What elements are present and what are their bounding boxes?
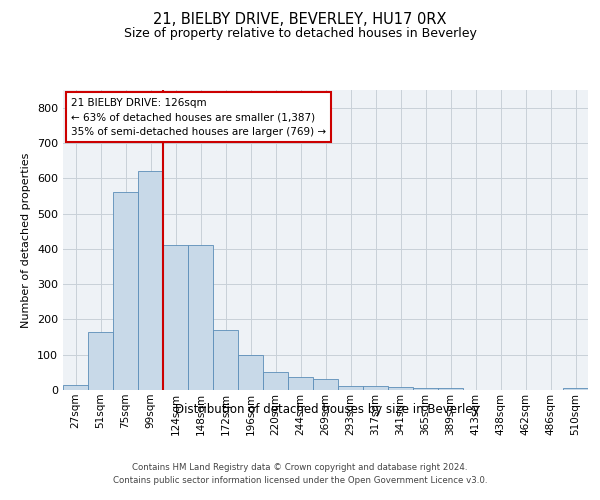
Text: 21 BIELBY DRIVE: 126sqm
← 63% of detached houses are smaller (1,387)
35% of semi: 21 BIELBY DRIVE: 126sqm ← 63% of detache… — [71, 98, 326, 137]
Bar — [438, 388, 463, 390]
Bar — [563, 388, 588, 390]
Bar — [88, 332, 113, 390]
Bar — [163, 246, 188, 390]
Text: Contains public sector information licensed under the Open Government Licence v3: Contains public sector information licen… — [113, 476, 487, 485]
Bar — [238, 354, 263, 390]
Bar — [213, 330, 238, 390]
Bar — [138, 171, 163, 390]
Bar — [313, 380, 338, 390]
Bar — [338, 386, 363, 390]
Bar — [263, 372, 288, 390]
Text: Distribution of detached houses by size in Beverley: Distribution of detached houses by size … — [175, 402, 479, 415]
Bar — [288, 376, 313, 390]
Text: 21, BIELBY DRIVE, BEVERLEY, HU17 0RX: 21, BIELBY DRIVE, BEVERLEY, HU17 0RX — [153, 12, 447, 28]
Bar — [363, 386, 388, 390]
Bar — [388, 387, 413, 390]
Bar — [63, 384, 88, 390]
Bar — [113, 192, 138, 390]
Bar — [188, 246, 213, 390]
Text: Contains HM Land Registry data © Crown copyright and database right 2024.: Contains HM Land Registry data © Crown c… — [132, 462, 468, 471]
Text: Size of property relative to detached houses in Beverley: Size of property relative to detached ho… — [124, 28, 476, 40]
Y-axis label: Number of detached properties: Number of detached properties — [22, 152, 31, 328]
Bar — [413, 388, 438, 390]
